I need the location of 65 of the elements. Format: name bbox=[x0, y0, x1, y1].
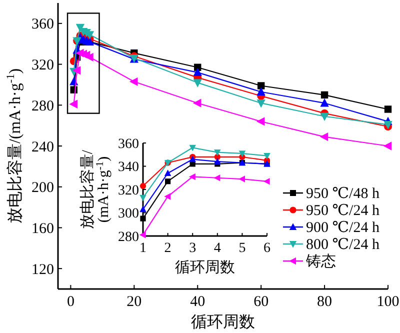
y-tick-label: 360 bbox=[32, 16, 54, 33]
point bbox=[140, 206, 146, 212]
x-tick-label: 5 bbox=[238, 241, 246, 256]
point bbox=[214, 174, 220, 182]
point bbox=[129, 77, 138, 86]
point bbox=[164, 193, 171, 200]
x-tick-label: 80 bbox=[317, 294, 332, 310]
legend-label: 900 ℃/24 h bbox=[306, 220, 380, 236]
point bbox=[263, 178, 270, 185]
y-tick-label: 360 bbox=[118, 136, 139, 152]
x-tick-label: 4 bbox=[214, 241, 221, 256]
point bbox=[238, 150, 246, 158]
y-tick-label: 160 bbox=[32, 220, 54, 237]
y-tick-label: 300 bbox=[118, 206, 139, 222]
point bbox=[140, 182, 146, 190]
point bbox=[214, 158, 221, 164]
x-tick-label: 0 bbox=[66, 294, 74, 310]
point bbox=[320, 98, 329, 107]
y-tick-label: 200 bbox=[32, 180, 54, 196]
y-tick-label: 320 bbox=[118, 183, 139, 198]
point bbox=[69, 100, 78, 108]
point bbox=[264, 152, 270, 160]
point bbox=[320, 132, 328, 142]
point bbox=[256, 117, 265, 126]
point bbox=[193, 79, 202, 88]
point bbox=[164, 170, 172, 176]
x-tick-label: 1 bbox=[140, 241, 146, 256]
point bbox=[214, 150, 221, 156]
point bbox=[85, 52, 94, 62]
y-tick-label: 320 bbox=[32, 58, 54, 74]
y-tick-label: 280 bbox=[118, 230, 139, 245]
point bbox=[140, 194, 146, 202]
point bbox=[139, 231, 146, 238]
point bbox=[193, 68, 202, 76]
x-tick-label: 20 bbox=[126, 294, 142, 310]
point bbox=[72, 66, 81, 75]
legend-label: 800 ℃/24 h bbox=[306, 237, 380, 253]
point bbox=[320, 112, 329, 122]
x-axis-title: 循环周数 bbox=[175, 260, 235, 276]
point bbox=[189, 144, 196, 152]
x-tick-label: 40 bbox=[190, 294, 206, 310]
x-tick-label: 6 bbox=[264, 241, 270, 256]
point bbox=[238, 176, 245, 182]
point bbox=[165, 178, 171, 184]
point bbox=[383, 142, 392, 150]
legend-label: 铸态 bbox=[305, 253, 336, 270]
point bbox=[256, 100, 266, 108]
x-tick-label: 3 bbox=[189, 241, 196, 256]
point bbox=[188, 173, 196, 180]
point bbox=[140, 216, 146, 222]
point bbox=[257, 82, 265, 90]
y-tick-label: 280 bbox=[32, 98, 54, 114]
point bbox=[320, 91, 328, 99]
x-tick-label: 2 bbox=[164, 241, 172, 256]
point bbox=[192, 98, 202, 108]
point bbox=[256, 87, 266, 96]
y-tick-label: 240 bbox=[32, 139, 54, 156]
point bbox=[384, 106, 392, 113]
x-axis-title: 循环周数 bbox=[191, 314, 255, 331]
x-tick-label: 60 bbox=[254, 294, 269, 310]
y-tick-label: 340 bbox=[118, 160, 139, 176]
legend-label: 950 ℃/48 h bbox=[306, 186, 380, 202]
legend-label: 950 ℃/24 h bbox=[306, 203, 380, 219]
x-tick-label: 100 bbox=[376, 294, 400, 310]
y-tick-label: 120 bbox=[32, 262, 54, 278]
